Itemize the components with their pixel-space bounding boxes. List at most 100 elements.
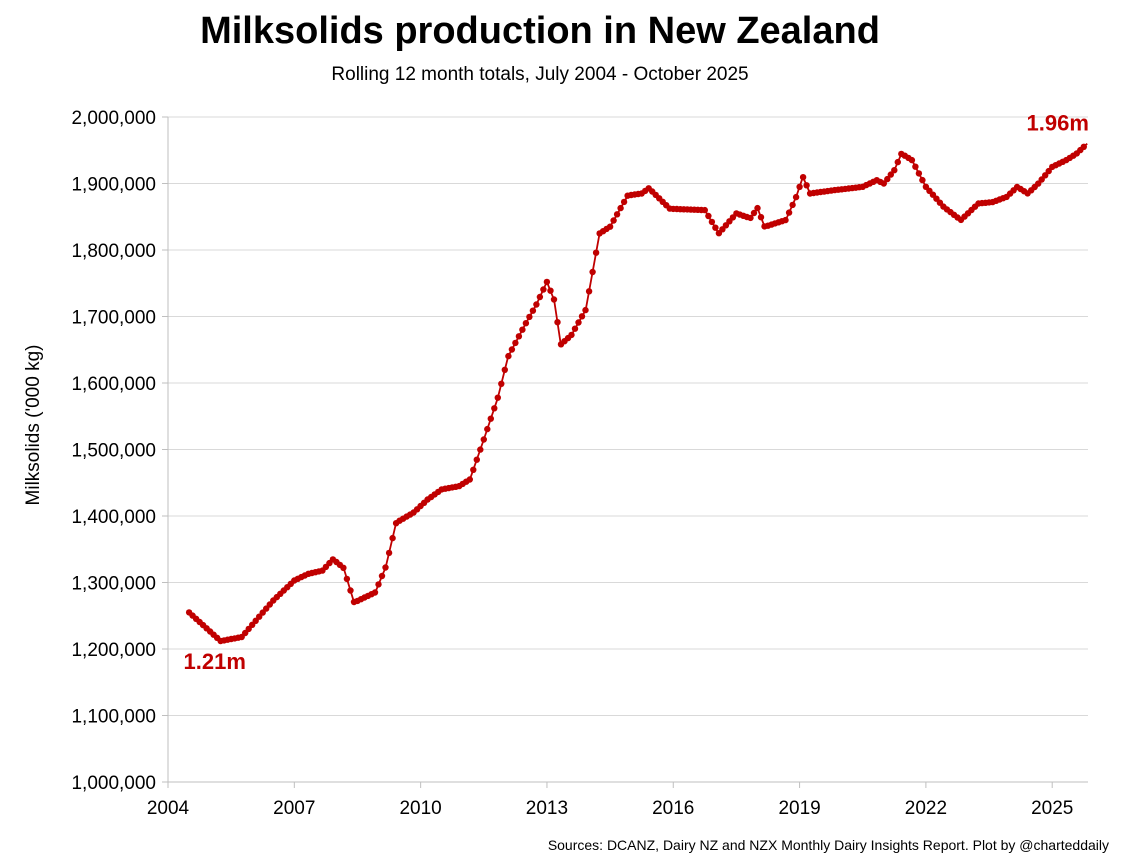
data-point: [592, 249, 600, 256]
data-point: [894, 158, 901, 166]
chart-subtitle: Rolling 12 month totals, July 2004 - Oct…: [331, 64, 749, 85]
data-point: [792, 193, 800, 201]
data-point: [378, 572, 386, 580]
data-point: [915, 170, 923, 177]
data-point: [785, 209, 793, 216]
data-point: [512, 339, 519, 347]
data-point: [505, 352, 512, 360]
data-point: [382, 564, 389, 571]
data-point: [617, 204, 624, 212]
data-point: [554, 319, 561, 326]
data-point: [1080, 143, 1088, 150]
data-point: [701, 206, 708, 214]
data-point: [536, 293, 544, 301]
data-point: [343, 575, 351, 583]
data-point: [529, 307, 537, 314]
y-tick-label: 1,200,000: [71, 640, 156, 661]
data-point: [466, 476, 473, 483]
data-point: [803, 182, 810, 189]
data-point: [606, 223, 614, 230]
data-point: [491, 405, 498, 412]
data-point: [708, 218, 716, 226]
data-point: [578, 313, 586, 320]
data-point: [750, 209, 758, 217]
annotation-min: 1.21m: [184, 649, 246, 674]
y-tick-label: 1,700,000: [71, 308, 156, 329]
data-point: [705, 212, 712, 220]
data-point: [375, 581, 382, 588]
x-tick-label: 2010: [399, 798, 441, 819]
data-point: [613, 211, 621, 218]
y-axis-ticks: 1,000,000 1,100,000 1,200,000 1,300,000 1,40…: [71, 108, 168, 794]
y-tick-label: 2,000,000: [71, 108, 156, 129]
data-point: [371, 589, 379, 596]
data-point: [526, 313, 533, 321]
data-point: [620, 198, 628, 206]
data-point: [508, 346, 516, 353]
data-point: [754, 204, 761, 212]
data-point: [484, 425, 491, 433]
y-tick-label: 1,600,000: [71, 374, 156, 395]
series-milksolids: [185, 142, 1088, 645]
annotations: 1.21m 1.96m: [184, 111, 1089, 674]
data-point: [585, 288, 593, 295]
y-tick-label: 1,100,000: [71, 707, 156, 728]
y-tick-label: 1,800,000: [71, 241, 156, 262]
data-point: [385, 549, 393, 557]
y-tick-label: 1,500,000: [71, 441, 156, 462]
y-tick-label: 1,300,000: [71, 574, 156, 595]
y-tick-label: 1,000,000: [71, 773, 156, 794]
x-tick-label: 2022: [905, 798, 947, 819]
data-point: [540, 286, 547, 293]
data-point: [582, 306, 589, 314]
x-tick-label: 2013: [526, 798, 568, 819]
data-point: [389, 534, 396, 542]
data-point: [480, 436, 487, 443]
x-axis-ticks: 2004 2007 2010 2013 2016 2019 2022 2025: [147, 782, 1073, 819]
data-point: [533, 301, 540, 308]
data-point: [522, 320, 530, 327]
data-point: [340, 564, 347, 571]
data-point: [487, 415, 494, 422]
data-point: [799, 174, 807, 181]
gridlines: [168, 116, 1088, 716]
data-point: [884, 175, 891, 183]
x-tick-label: 2025: [1031, 798, 1073, 819]
data-point: [543, 278, 551, 286]
data-point: [568, 331, 575, 339]
x-tick-label: 2004: [147, 798, 190, 819]
y-tick-label: 1,900,000: [71, 175, 156, 196]
data-point: [1042, 172, 1049, 179]
data-point: [610, 217, 617, 224]
data-point: [789, 201, 796, 209]
data-point: [589, 268, 596, 276]
data-point: [908, 156, 916, 164]
data-point: [473, 456, 480, 463]
data-point: [1038, 176, 1045, 183]
data-point: [919, 176, 926, 184]
data-point: [501, 366, 508, 373]
data-point: [498, 380, 505, 387]
data-point: [891, 167, 898, 174]
data-point: [912, 163, 919, 170]
data-point: [263, 605, 270, 612]
data-point: [757, 214, 765, 221]
x-tick-label: 2016: [652, 798, 694, 819]
data-point: [550, 296, 558, 303]
data-point: [1045, 167, 1052, 175]
data-point: [747, 214, 754, 222]
x-tick-label: 2007: [273, 798, 315, 819]
data-point: [519, 326, 526, 333]
data-point: [494, 394, 501, 401]
data-point: [887, 171, 894, 178]
data-point: [515, 333, 523, 340]
annotation-max: 1.96m: [1027, 111, 1089, 136]
y-tick-label: 1,400,000: [71, 507, 156, 528]
source-note: Sources: DCANZ, Dairy NZ and NZX Monthly…: [547, 837, 1109, 853]
data-point: [796, 183, 803, 190]
chart-title: Milksolids production in New Zealand: [200, 10, 880, 52]
data-point: [477, 446, 484, 453]
data-point: [880, 180, 887, 187]
data-point: [712, 224, 719, 231]
